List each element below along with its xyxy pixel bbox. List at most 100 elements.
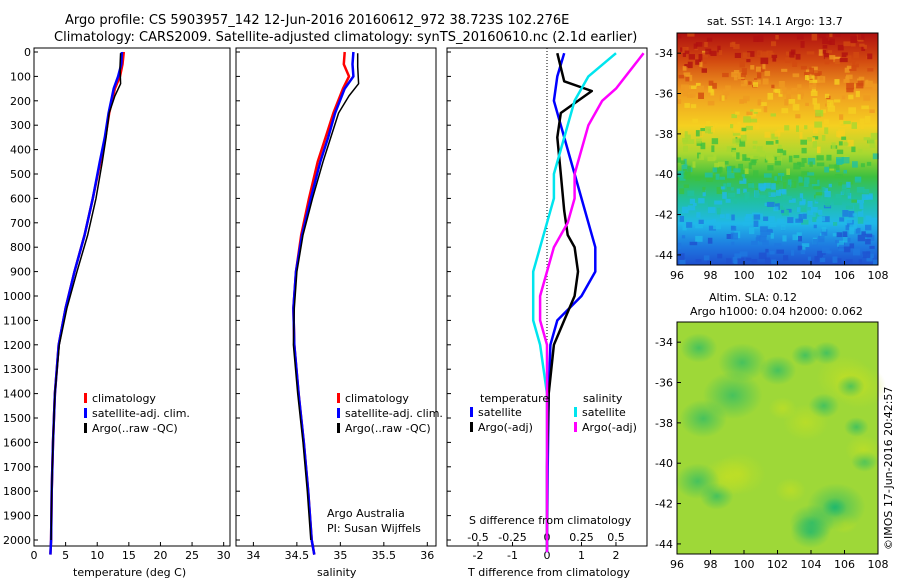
sst-cell xyxy=(742,52,751,59)
sst-cell xyxy=(865,233,873,238)
sst-cell xyxy=(834,174,841,178)
sst-cell xyxy=(832,256,838,263)
sst-cell xyxy=(684,131,688,136)
sst-cell xyxy=(696,86,701,94)
sst-cell xyxy=(856,199,864,204)
sst-cell xyxy=(809,79,818,83)
sst-cell xyxy=(857,80,864,86)
sst-cell xyxy=(677,34,682,39)
sst-cell xyxy=(800,65,807,70)
sst-cell xyxy=(721,95,725,101)
sst-cell xyxy=(823,53,829,60)
sst-cell xyxy=(809,161,813,167)
plot-title-line1: Argo profile: CS 5903957_142 12-Jun-2016… xyxy=(65,13,570,28)
sla-eddy xyxy=(775,477,807,503)
sst-cell xyxy=(814,121,823,128)
sst-cell xyxy=(824,127,829,135)
sst-cell xyxy=(687,205,696,211)
sst-cell xyxy=(838,182,843,186)
sst-cell xyxy=(689,198,695,204)
sst-cell xyxy=(839,121,844,125)
sst-cell xyxy=(765,141,774,145)
sst-cell xyxy=(846,181,851,188)
map-y-tick-label: -36 xyxy=(655,377,673,390)
sst-cell xyxy=(866,161,872,166)
sst-cell xyxy=(772,57,777,62)
sst-cell xyxy=(734,171,742,177)
sst-cell xyxy=(821,109,827,114)
sst-cell xyxy=(774,160,781,166)
sst-cell xyxy=(843,246,851,253)
sst-cell xyxy=(750,155,759,160)
sst-cell xyxy=(762,62,766,70)
sst-cell xyxy=(695,224,703,229)
sst-cell xyxy=(824,191,831,198)
sst-cell xyxy=(835,194,842,199)
sst-cell xyxy=(798,176,803,184)
sst-cell xyxy=(865,80,873,88)
sst-cell xyxy=(741,174,746,179)
sst-cell xyxy=(851,146,856,153)
sst-cell xyxy=(795,114,801,119)
black-swatch-icon xyxy=(84,423,87,433)
sst-cell xyxy=(811,87,816,92)
sst-cell xyxy=(784,99,789,106)
sst-cell xyxy=(744,157,750,161)
sst-cell xyxy=(693,43,698,49)
sst-cell xyxy=(823,119,830,125)
depth-tick-label: 1300 xyxy=(3,363,31,376)
x-tick-top-label: -0.25 xyxy=(498,531,526,544)
x-tick-label: 5 xyxy=(62,549,69,562)
sst-cell xyxy=(715,166,723,173)
sst-cell xyxy=(860,163,865,168)
sst-cell xyxy=(837,44,844,51)
sst-cell xyxy=(861,194,869,200)
sst-cell xyxy=(848,94,854,100)
sst-cell xyxy=(739,169,746,176)
sst-cell xyxy=(771,259,777,264)
sst-cell xyxy=(683,72,691,77)
sst-cell xyxy=(817,250,823,257)
black-swatch-icon xyxy=(470,422,473,432)
sst-cell xyxy=(748,81,752,85)
sst-cell xyxy=(750,118,758,123)
x-tick-top-label: 0.25 xyxy=(569,531,594,544)
sst-cell xyxy=(824,57,830,65)
map-y-tick-label: -42 xyxy=(655,498,673,511)
sst-cell xyxy=(698,92,704,99)
sst-cell xyxy=(783,209,788,215)
sst-cell xyxy=(791,249,795,256)
sst-cell xyxy=(792,234,800,241)
legend-label: Argo(-adj) xyxy=(478,421,533,434)
sst-cell xyxy=(815,192,823,198)
sst-cell xyxy=(807,210,814,216)
sst-cell xyxy=(750,109,755,114)
sst-cell xyxy=(717,207,721,215)
sst-cell xyxy=(720,214,725,218)
sst-cell xyxy=(778,189,786,194)
sst-cell xyxy=(846,65,852,69)
sst-cell xyxy=(814,256,819,263)
depth-tick-label: 700 xyxy=(10,217,31,230)
sst-cell xyxy=(786,51,791,56)
sst-cell xyxy=(797,84,802,89)
sst-cell xyxy=(679,188,685,195)
sst-cell xyxy=(688,54,695,60)
sst-cell xyxy=(809,67,814,75)
sst-cell xyxy=(681,206,689,214)
sst-cell xyxy=(821,229,828,236)
diff-xlabel-top: S difference from climatology xyxy=(469,514,632,527)
sst-cell xyxy=(803,181,809,187)
sst-cell xyxy=(829,33,833,38)
sst-cell xyxy=(821,246,830,254)
sst-cell xyxy=(711,138,719,145)
sst-cell xyxy=(824,198,831,205)
depth-tick-label: 300 xyxy=(10,119,31,132)
sst-cell xyxy=(813,224,817,229)
sst-cell xyxy=(822,45,828,49)
sst-cell xyxy=(781,108,789,114)
sst-cell xyxy=(773,89,778,93)
sst-cell xyxy=(848,211,855,218)
depth-tick-label: 1000 xyxy=(3,290,31,303)
sla-map-title-line2: Argo h1000: 0.04 h2000: 0.062 xyxy=(690,305,863,318)
